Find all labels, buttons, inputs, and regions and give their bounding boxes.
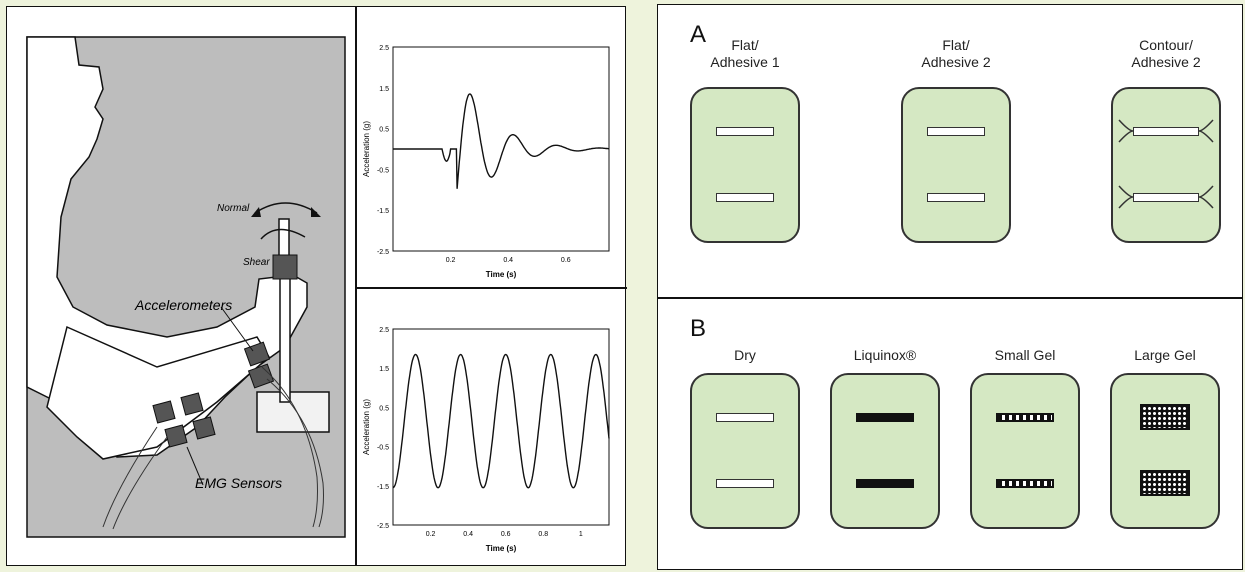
y-tick-label: -2.5 [377,249,389,256]
x-tick-label: 0.2 [426,531,436,538]
acceleration-trace [393,93,610,189]
electrode-bar [1133,192,1199,202]
electrode-label: Dry [734,347,756,363]
y-tick-label: 2.5 [379,327,389,334]
normal-arrow-left-head [251,207,261,217]
acceleration-trace [392,353,610,489]
y-tick-label: 1.5 [379,366,389,373]
cable-2 [112,436,168,530]
y-tick-label: -1.5 [377,208,389,215]
electrode-bar [856,412,914,422]
arm-illustration [26,36,346,538]
normal-arrow-right-head [311,207,321,217]
cable-4 [266,378,324,528]
cable-3 [261,366,318,528]
acceleration-plot-shear: 2.5 1.5 0.5 -0.5 -1.5 -2.5 0.2 0.4 0.6 Time (s) Ac… [362,45,610,279]
section-b-letter: B [690,315,707,342]
shear-label: Shear [243,257,270,268]
y-tick-label: 0.5 [379,127,389,134]
electrode-label: Large Gel [1134,347,1196,363]
horizontal-divider [355,287,627,289]
emg-sensor-2 [180,392,204,416]
stand-base [256,391,330,433]
electrode-label: Liquinox® [853,347,917,363]
electrode-bar [996,478,1054,488]
vertical-divider [355,7,357,565]
y-axis-label: Acceleration (g) [362,399,371,455]
shear-block [272,254,298,280]
accelerometer-2 [247,363,275,389]
electrode-solid [830,373,940,529]
normal-label: Normal [217,203,250,214]
y-axis-label: Acceleration (g) [362,121,371,177]
electrode-label: Flat/ Adhesive 2 [921,37,991,70]
electrode-label: Contour/ Adhesive 2 [1131,37,1201,70]
y-tick-label: -2.5 [377,523,389,530]
left-figure: Normal Shear Accelerometers EMG Sensors … [6,6,627,566]
electrode-open [690,373,800,529]
x-tick-label: 0.8 [538,531,548,538]
y-tick-label: 1.5 [379,86,389,93]
emg-sensors-label: EMG Sensors [195,475,283,491]
electrode-bar [856,478,914,488]
shear-arrow [260,228,306,240]
x-axis-label: Time (s) [486,270,517,279]
y-tick-label: -1.5 [377,484,389,491]
x-tick-label: 0.6 [561,257,571,264]
electrode-label: Small Gel [994,347,1056,363]
electrode-bar [716,192,774,202]
forearm [46,325,270,460]
emg-sensor-3 [164,424,188,448]
x-tick-label: 0.2 [446,257,456,264]
electrode-bar [1140,404,1190,430]
y-tick-label: 2.5 [379,45,389,52]
electrode-bar [716,412,774,422]
x-tick-label: 0.4 [503,257,513,264]
acceleration-plot-normal: 2.5 1.5 0.5 -0.5 -1.5 -2.5 0.2 0.4 0.6 0.8 1 Time (… [362,327,610,553]
emg-sensor-4 [192,416,216,440]
electrode-big-dots [1110,373,1220,529]
accelerometers-label: Accelerometers [135,297,233,313]
stand-pole [279,276,291,403]
y-tick-label: -0.5 [377,167,389,174]
electrode-bar [927,192,985,202]
electrode-bar [716,478,774,488]
x-tick-label: 0.4 [463,531,473,538]
electrode-dots [970,373,1080,529]
electrode-bar [927,126,985,136]
accelerometer-pointer [220,306,254,352]
electrode-label: Flat/ Adhesive 1 [710,37,780,70]
x-axis-label: Time (s) [486,544,517,553]
y-tick-label: -0.5 [377,445,389,452]
y-tick-label: 0.5 [379,405,389,412]
electrode-bar [996,412,1054,422]
emg-pointer [186,446,204,486]
x-tick-label: 0.6 [501,531,511,538]
electrode-contour [1111,87,1221,243]
electrode-open [901,87,1011,243]
electrode-bar [1140,470,1190,496]
plot-frame [392,328,610,526]
section-divider [658,297,1242,299]
emg-sensor-1 [152,400,176,424]
electrode-bar [1133,126,1199,136]
right-figure: A Flat/ Adhesive 1 Flat/ Adhesive 2 Contou… [657,4,1243,570]
section-a-letter: A [690,21,707,48]
electrode-open [690,87,800,243]
x-tick-label: 1 [579,531,583,538]
electrode-bar [716,126,774,136]
contour-flare [1118,185,1214,209]
contour-flare [1118,119,1214,143]
cable-1 [102,426,158,528]
